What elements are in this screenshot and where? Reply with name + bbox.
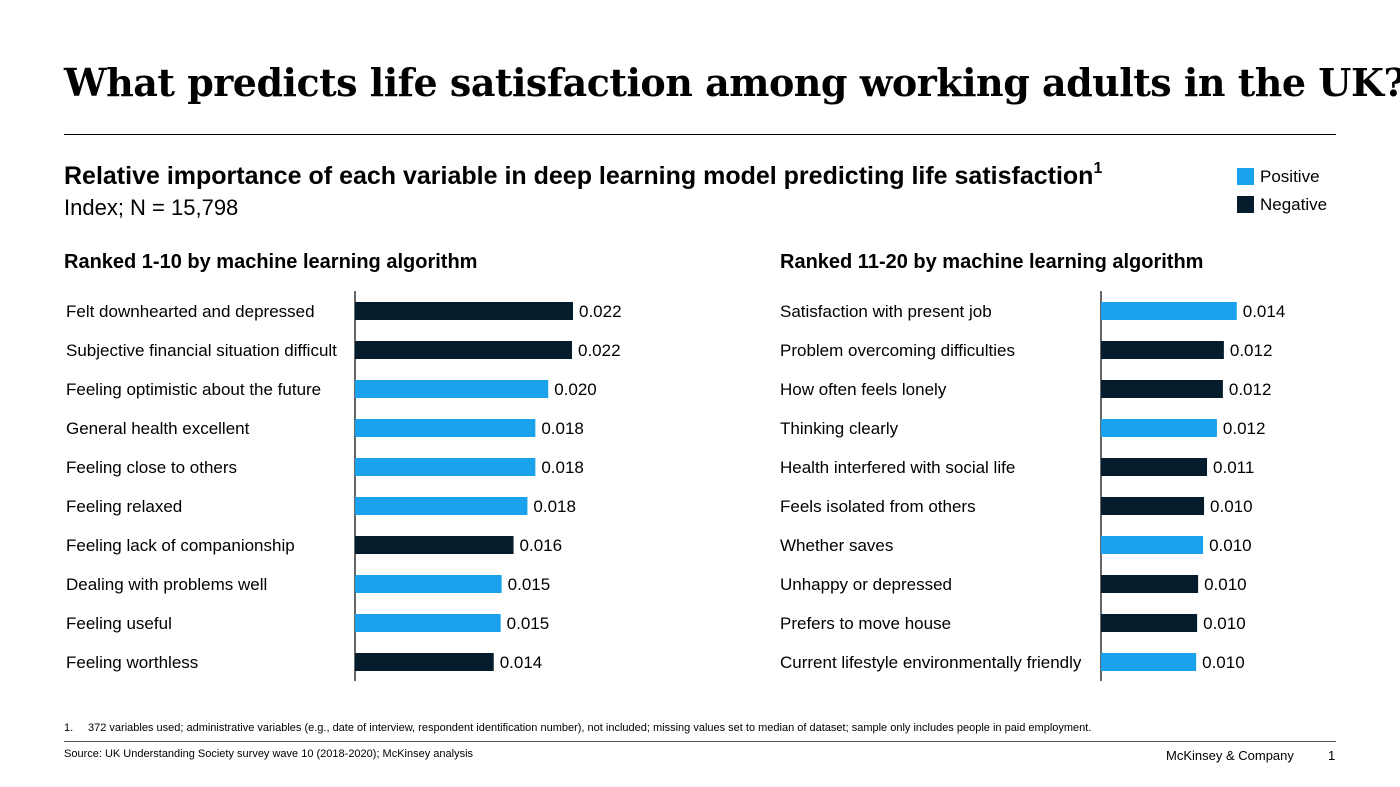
value-label: 0.010 — [1209, 536, 1252, 555]
value-label: 0.012 — [1230, 341, 1273, 360]
bar — [355, 653, 494, 671]
category-label: Feeling lack of companionship — [66, 536, 295, 555]
category-label: Health interfered with social life — [780, 458, 1015, 477]
bar — [1101, 614, 1198, 632]
value-label: 0.018 — [533, 497, 576, 516]
value-label: 0.012 — [1223, 419, 1266, 438]
legend-label-positive: Positive — [1260, 167, 1320, 186]
page-number: 1 — [1328, 748, 1336, 763]
brand-name: McKinsey & Company — [1166, 748, 1294, 763]
panel-title-right: Ranked 11-20 by machine learning algorit… — [780, 251, 1204, 273]
bar — [355, 302, 573, 320]
legend-swatch-negative — [1237, 196, 1254, 213]
value-label: 0.022 — [578, 341, 621, 360]
category-label: Satisfaction with present job — [780, 302, 992, 321]
bar — [1101, 341, 1224, 359]
bar — [1101, 653, 1197, 671]
bar — [355, 341, 573, 359]
bar — [1101, 380, 1223, 398]
value-label: 0.015 — [508, 575, 551, 594]
category-label: Dealing with problems well — [66, 575, 267, 594]
value-label: 0.020 — [554, 380, 597, 399]
bar — [1101, 536, 1204, 554]
category-label: General health excellent — [66, 419, 250, 438]
footnote-text: 372 variables used; administrative varia… — [88, 722, 1092, 734]
category-label: Current lifestyle environmentally friend… — [780, 653, 1082, 672]
bar — [355, 419, 536, 437]
value-label: 0.022 — [579, 302, 622, 321]
category-label: Problem overcoming difficulties — [780, 341, 1015, 360]
value-label: 0.012 — [1229, 380, 1272, 399]
category-label: Feeling worthless — [66, 653, 198, 672]
bar — [355, 497, 528, 515]
category-label: Subjective financial situation difficult — [66, 341, 337, 360]
value-label: 0.010 — [1204, 575, 1247, 594]
value-label: 0.011 — [1213, 458, 1254, 477]
category-label: Feels isolated from others — [780, 497, 976, 516]
bar — [355, 380, 549, 398]
bar — [1101, 575, 1199, 593]
title-divider — [64, 134, 1336, 135]
bar — [1101, 419, 1217, 437]
footnote: 1. 372 variables used; administrative var… — [64, 722, 1091, 734]
bar — [355, 614, 501, 632]
category-label: Whether saves — [780, 536, 893, 555]
category-label: Unhappy or depressed — [780, 575, 952, 594]
value-label: 0.016 — [520, 536, 563, 555]
chart-subtitle-text: Relative importance of each variable in … — [64, 162, 1094, 190]
category-label: Feeling optimistic about the future — [66, 380, 321, 399]
category-label: Thinking clearly — [780, 419, 899, 438]
value-label: 0.018 — [541, 458, 584, 477]
value-label: 0.018 — [541, 419, 584, 438]
chart-subtitle: Relative importance of each variable in … — [64, 159, 1103, 191]
footer-divider — [64, 741, 1336, 742]
index-line: Index; N = 15,798 — [64, 195, 239, 220]
category-label: Prefers to move house — [780, 614, 951, 633]
category-label: How often feels lonely — [780, 380, 947, 399]
legend-swatch-positive — [1237, 168, 1254, 185]
value-label: 0.014 — [500, 653, 543, 672]
legend-label-negative: Negative — [1260, 195, 1328, 214]
bar — [1101, 497, 1205, 515]
panel-title-left: Ranked 1-10 by machine learning algorith… — [64, 251, 478, 273]
value-label: 0.015 — [507, 614, 550, 633]
category-label: Felt downhearted and depressed — [66, 302, 315, 321]
value-label: 0.010 — [1210, 497, 1253, 516]
bar — [1101, 458, 1208, 476]
category-label: Feeling relaxed — [66, 497, 182, 516]
bar — [1101, 302, 1237, 320]
value-label: 0.010 — [1203, 614, 1246, 633]
page-title: What predicts life satisfaction among wo… — [64, 60, 1400, 105]
value-label: 0.010 — [1202, 653, 1245, 672]
bar — [355, 575, 502, 593]
footnote-mark: 1 — [1093, 159, 1103, 177]
bar — [355, 536, 514, 554]
footnote-number: 1. — [64, 722, 74, 734]
category-label: Feeling close to others — [66, 458, 237, 477]
bar — [355, 458, 536, 476]
value-label: 0.014 — [1243, 302, 1286, 321]
category-label: Feeling useful — [66, 614, 172, 633]
source-note: Source: UK Understanding Society survey … — [64, 748, 474, 760]
